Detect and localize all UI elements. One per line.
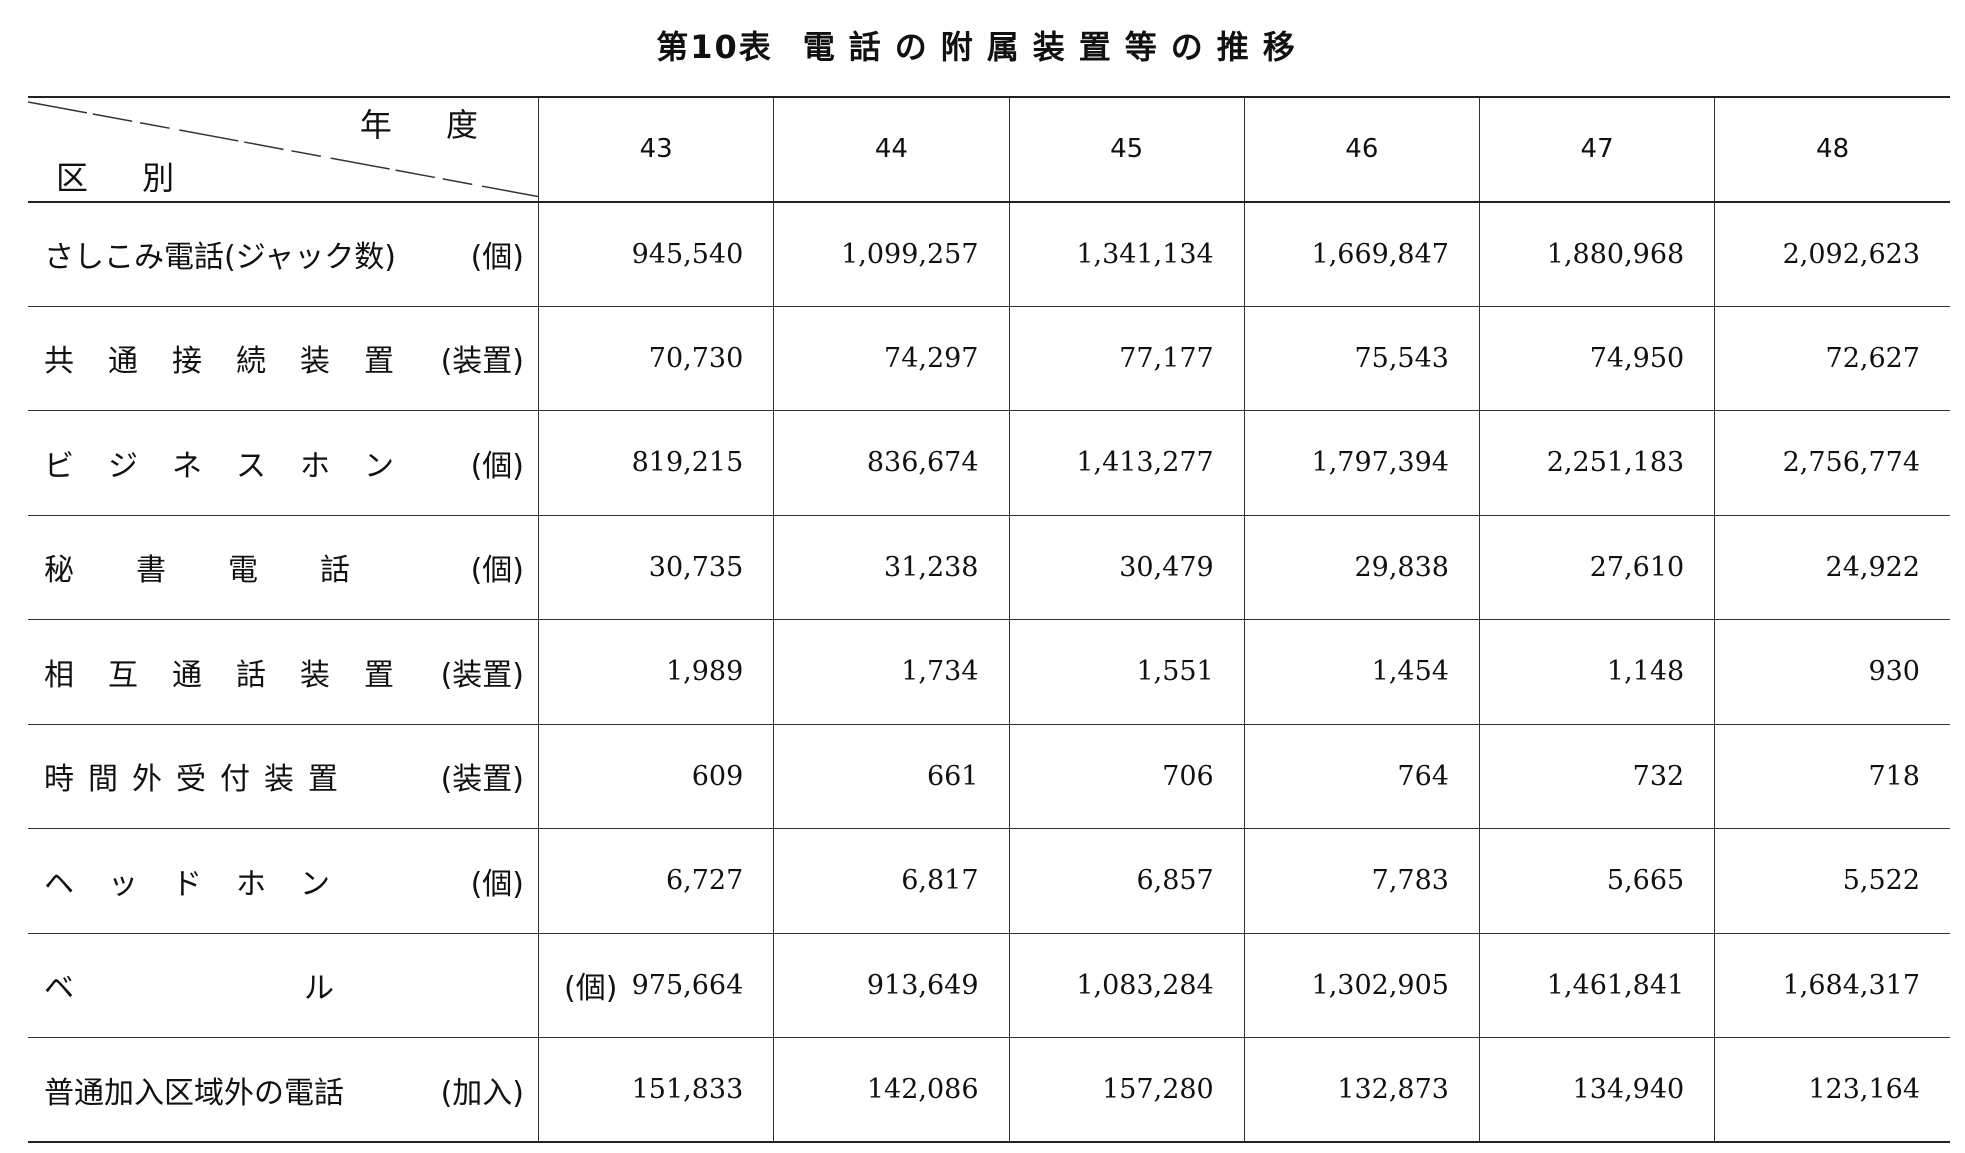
row-label: 共通接続装置 (装置) — [28, 305, 539, 411]
table-row: 共通接続装置 (装置) 70,730 74,297 77,177 75,543 7… — [28, 305, 1950, 411]
table-cell: 930 — [1714, 619, 1950, 724]
table-cell: 6,727 — [538, 828, 774, 933]
year-header-label: 年 度 — [359, 106, 501, 144]
row-label: ヘッドホン (個) — [28, 828, 539, 933]
table-cell: 134,940 — [1478, 1037, 1715, 1142]
year-header-43: 43 — [538, 97, 774, 203]
table-cell: 30,479 — [1008, 514, 1245, 620]
table-row: ベル (個) 975,664 913,649 1,083,284 1,302,90… — [28, 932, 1950, 1038]
table-cell: 1,083,284 — [1008, 932, 1245, 1038]
table-cell: 1,302,905 — [1243, 932, 1480, 1038]
table-cell: 2,756,774 — [1714, 410, 1950, 515]
row-label: さしこみ電話(ジャック数) (個) — [28, 201, 539, 306]
table-cell: 72,627 — [1714, 305, 1950, 411]
table-cell: 1,461,841 — [1478, 932, 1715, 1038]
table-cell: 2,251,183 — [1478, 410, 1715, 515]
table-cell: 24,922 — [1714, 514, 1950, 620]
table-title: 第10表 電話の附属装置等の推移 — [0, 22, 1965, 68]
table-cell: 29,838 — [1243, 514, 1480, 620]
table-cell: 975,664 — [538, 932, 774, 1038]
table-frame: 年 度 区 別 43 44 45 46 47 48 さしこみ電話(ジャック数)(… — [28, 96, 1950, 1143]
year-header-48: 48 — [1714, 97, 1950, 203]
table-cell: 77,177 — [1008, 305, 1245, 411]
table-cell: 1,797,394 — [1243, 410, 1480, 515]
table-cell: 1,989 — [538, 619, 774, 724]
table-cell: 1,341,134 — [1008, 201, 1245, 306]
year-header-46: 46 — [1243, 97, 1480, 203]
table-cell: 1,454 — [1243, 619, 1480, 724]
table-cell: 1,880,968 — [1478, 201, 1715, 306]
table-number: 第10表 — [656, 28, 773, 66]
table-cell: 151,833 — [538, 1037, 774, 1142]
row-label: 相互通話装置 (装置) — [28, 619, 539, 724]
table-cell: 30,735 — [538, 514, 774, 620]
table-cell: 718 — [1714, 723, 1950, 829]
table-cell: 157,280 — [1008, 1037, 1245, 1142]
table-cell: 6,817 — [773, 828, 1009, 933]
table-cell: 142,086 — [773, 1037, 1009, 1142]
table-cell: 1,099,257 — [773, 201, 1009, 306]
table-cell: 2,092,623 — [1714, 201, 1950, 306]
row-label: 時間外受付装置 (装置) — [28, 723, 539, 829]
table-cell: 1,551 — [1008, 619, 1245, 724]
table-cell: 609 — [538, 723, 774, 829]
table-cell: 819,215 — [538, 410, 774, 515]
table-cell: 732 — [1478, 723, 1715, 829]
row-label: 普通加入区域外の電話 (加入) — [28, 1037, 539, 1142]
year-header-45: 45 — [1008, 97, 1245, 203]
table-row: 時間外受付装置 (装置) 609 661 706 764 732 718 — [28, 723, 1950, 829]
header-row: 年 度 区 別 43 44 45 46 47 48 — [28, 97, 1950, 203]
diagonal-divider — [28, 101, 539, 198]
table-row: さしこみ電話(ジャック数) (個) 945,540 1,099,257 1,341… — [28, 201, 1950, 306]
table-cell: 5,522 — [1714, 828, 1950, 933]
table-cell: 70,730 — [538, 305, 774, 411]
year-header-47: 47 — [1478, 97, 1715, 203]
table-cell: 7,783 — [1243, 828, 1480, 933]
year-header-44: 44 — [773, 97, 1009, 203]
table-cell: 75,543 — [1243, 305, 1480, 411]
table-cell: 74,950 — [1478, 305, 1715, 411]
table-cell: 945,540 — [538, 201, 774, 306]
table-row: 普通加入区域外の電話 (加入) 151,833 142,086 157,280 1… — [28, 1037, 1950, 1142]
category-header-label: 区 別 — [56, 158, 197, 197]
table-cell: 1,684,317 — [1714, 932, 1950, 1038]
table-cell: 1,148 — [1478, 619, 1715, 724]
table-cell: 5,665 — [1478, 828, 1715, 933]
table-cell: 6,857 — [1008, 828, 1245, 933]
corner-header: 年 度 区 別 — [28, 97, 539, 203]
table-cell: 74,297 — [773, 305, 1009, 411]
table-cell: 27,610 — [1478, 514, 1715, 620]
table-cell: 1,413,277 — [1008, 410, 1245, 515]
table-row: ビジネスホン (個) 819,215 836,674 1,413,277 1,79… — [28, 410, 1950, 515]
table-cell: 661 — [773, 723, 1009, 829]
table-row: 相互通話装置 (装置) 1,989 1,734 1,551 1,454 1,148… — [28, 619, 1950, 724]
table-caption: 電話の附属装置等の推移 — [802, 28, 1309, 66]
table-cell: 132,873 — [1243, 1037, 1480, 1142]
table-cell: 123,164 — [1714, 1037, 1950, 1142]
table-cell: 913,649 — [773, 932, 1009, 1038]
row-label: 秘書電話 (個) — [28, 514, 539, 620]
table-cell: 31,238 — [773, 514, 1009, 620]
table-cell: 1,669,847 — [1243, 201, 1480, 306]
data-table: 年 度 区 別 43 44 45 46 47 48 さしこみ電話(ジャック数)(… — [28, 96, 1950, 1143]
row-label: ベル (個) — [28, 932, 617, 1038]
table-row: 秘書電話 (個) 30,735 31,238 30,479 29,838 27,6… — [28, 514, 1950, 620]
table-cell: 836,674 — [773, 410, 1009, 515]
table-cell: 764 — [1243, 723, 1480, 829]
row-label: ビジネスホン (個) — [28, 410, 539, 515]
table-cell: 1,734 — [773, 619, 1009, 724]
table-row: ヘッドホン (個) 6,727 6,817 6,857 7,783 5,665 5… — [28, 828, 1950, 933]
table-cell: 706 — [1008, 723, 1245, 829]
